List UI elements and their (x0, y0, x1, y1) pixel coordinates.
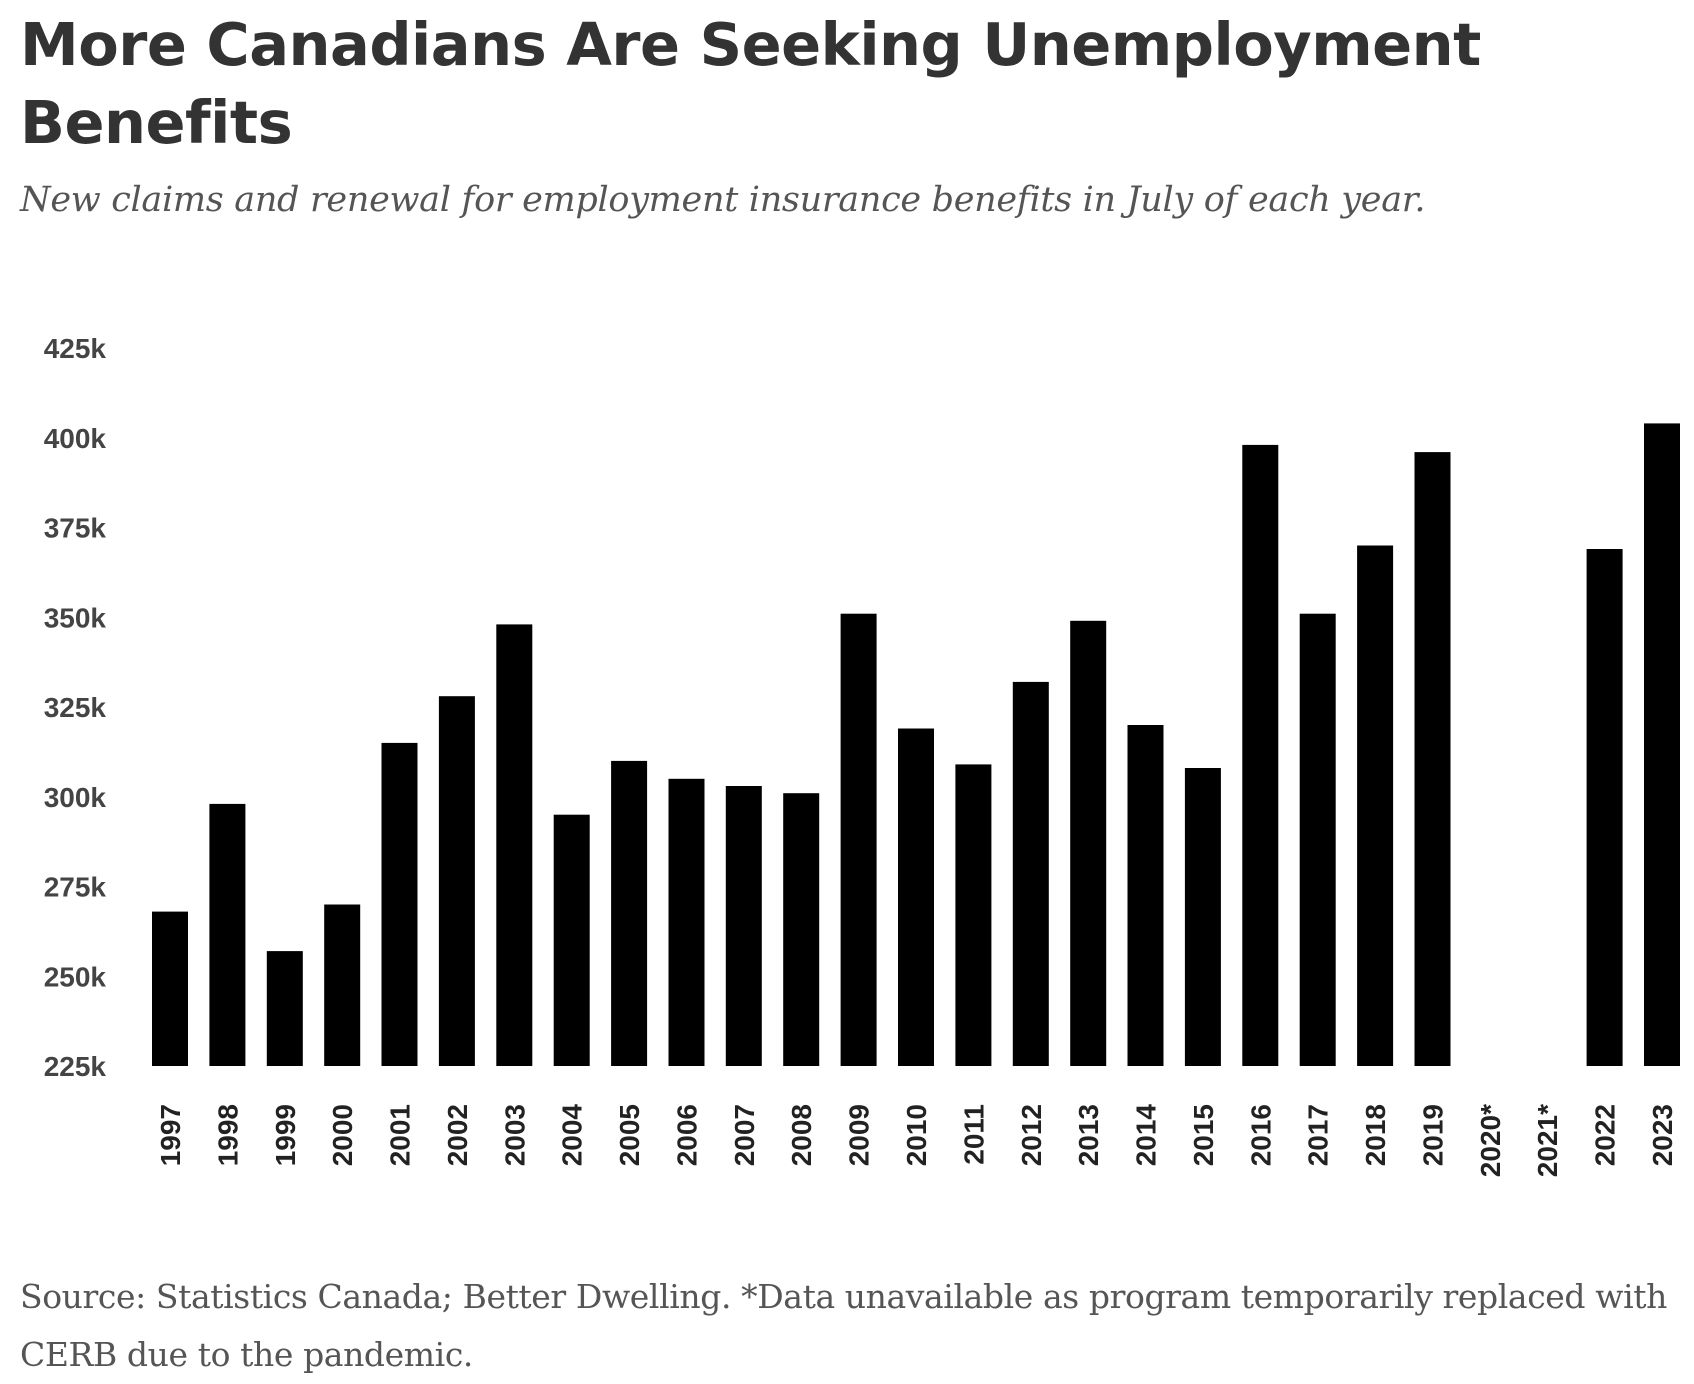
x-tick-label: 2017 (1303, 1104, 1334, 1166)
bar-2017 (1299, 613, 1336, 1066)
bar-2023 (1644, 423, 1680, 1066)
x-tick-label: 2003 (499, 1104, 530, 1166)
x-tick-label: 1999 (270, 1104, 301, 1166)
x-tick-label: 2016 (1245, 1104, 1276, 1166)
bar-2005 (611, 760, 648, 1066)
y-tick-label: 425k (44, 333, 107, 364)
y-tick-label: 225k (44, 1051, 107, 1082)
x-axis: 1997 1998 1999 2000 2001 2002 2003 2004 2005 2006… (155, 1104, 1678, 1178)
y-tick-label: 325k (44, 692, 107, 723)
bar-2022 (1586, 549, 1623, 1066)
bar-2013 (1070, 620, 1107, 1066)
bar-2015 (1184, 768, 1221, 1066)
bar-1997 (152, 911, 188, 1066)
bar-2018 (1357, 545, 1394, 1066)
chart-subtitle: New claims and renewal for employment in… (20, 180, 1426, 220)
x-tick-label: 2000 (327, 1104, 358, 1166)
x-tick-label: 2018 (1360, 1104, 1391, 1166)
x-tick-label: 2011 (958, 1104, 989, 1165)
bar-1998 (209, 803, 246, 1066)
bar-2008 (783, 793, 820, 1066)
x-tick-label: 2019 (1418, 1104, 1449, 1166)
x-tick-label: 2009 (844, 1104, 875, 1166)
bar-2009 (840, 613, 877, 1066)
x-tick-label: 2002 (442, 1104, 473, 1166)
x-tick-label: 2004 (557, 1104, 588, 1167)
bar-2012 (1012, 681, 1049, 1066)
y-tick-label: 300k (44, 782, 107, 813)
y-axis: 225k 250k 275k 300k 325k 350k 375k 400k 425k (44, 333, 107, 1082)
x-tick-label: 2012 (1016, 1104, 1047, 1166)
x-tick-label: 2021* (1532, 1104, 1563, 1177)
x-tick-label: 2010 (901, 1104, 932, 1166)
x-tick-label: 2007 (729, 1104, 760, 1166)
bar-2014 (1127, 725, 1164, 1066)
x-tick-label: 2023 (1647, 1104, 1678, 1166)
bar-2016 (1242, 444, 1279, 1066)
bar-1999 (266, 951, 303, 1066)
x-tick-label: 2001 (385, 1104, 416, 1166)
x-tick-label: 2015 (1188, 1104, 1219, 1166)
bar-2007 (725, 786, 762, 1066)
bar-2001 (381, 742, 418, 1066)
bar-2000 (324, 904, 361, 1066)
bar-2004 (553, 814, 590, 1066)
bar-2006 (668, 778, 705, 1066)
bar-2019 (1414, 452, 1451, 1067)
bars (152, 423, 1680, 1067)
bar-2011 (955, 764, 992, 1066)
x-tick-label: 2013 (1073, 1104, 1104, 1166)
source-note: Source: Statistics Canada; Better Dwelli… (20, 1277, 1667, 1374)
y-tick-label: 375k (44, 513, 107, 544)
y-tick-label: 350k (44, 602, 107, 633)
bar-2010 (898, 728, 934, 1066)
bar-2003 (496, 624, 533, 1066)
x-tick-label: 2014 (1131, 1104, 1162, 1167)
y-tick-label: 400k (44, 423, 107, 454)
y-tick-label: 275k (44, 872, 107, 903)
x-tick-label: 2005 (614, 1104, 645, 1166)
chart-title: More Canadians Are Seeking Unemployment … (20, 10, 1481, 157)
x-tick-label: 2008 (786, 1104, 817, 1166)
x-tick-label: 2020* (1475, 1104, 1506, 1177)
x-tick-label: 1997 (155, 1104, 186, 1166)
bar-2002 (438, 696, 475, 1066)
x-tick-label: 2006 (672, 1104, 703, 1166)
x-tick-label: 2022 (1590, 1104, 1621, 1166)
x-tick-label: 1998 (212, 1104, 243, 1166)
y-tick-label: 250k (44, 961, 107, 992)
